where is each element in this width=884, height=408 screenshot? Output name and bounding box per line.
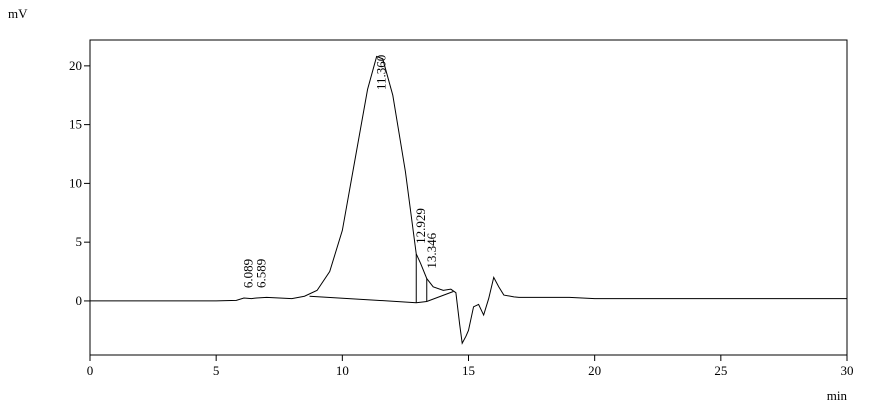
y-tick-label: 0 [76, 293, 83, 308]
x-axis-label: min [827, 388, 848, 403]
x-tick-label: 30 [841, 363, 854, 378]
peak-label: 11.360 [374, 55, 389, 90]
x-tick-label: 5 [213, 363, 220, 378]
peak-label: 6.589 [253, 259, 268, 288]
plot-frame [89, 39, 848, 356]
y-tick-label: 15 [69, 117, 82, 132]
y-tick-label: 5 [76, 234, 83, 249]
peak-label: 6.089 [241, 259, 256, 288]
peak-label: 12.929 [413, 208, 428, 244]
x-tick-label: 20 [588, 363, 601, 378]
x-tick-label: 0 [87, 363, 94, 378]
y-tick-label: 10 [69, 175, 82, 190]
y-tick-label: 20 [69, 58, 82, 73]
x-tick-label: 25 [714, 363, 727, 378]
signal-line [90, 55, 847, 345]
peak-label: 13.346 [424, 232, 439, 268]
y-axis-label: mV [8, 6, 28, 21]
integration-baseline [309, 291, 454, 304]
x-tick-label: 10 [336, 363, 349, 378]
x-tick-label: 15 [462, 363, 475, 378]
